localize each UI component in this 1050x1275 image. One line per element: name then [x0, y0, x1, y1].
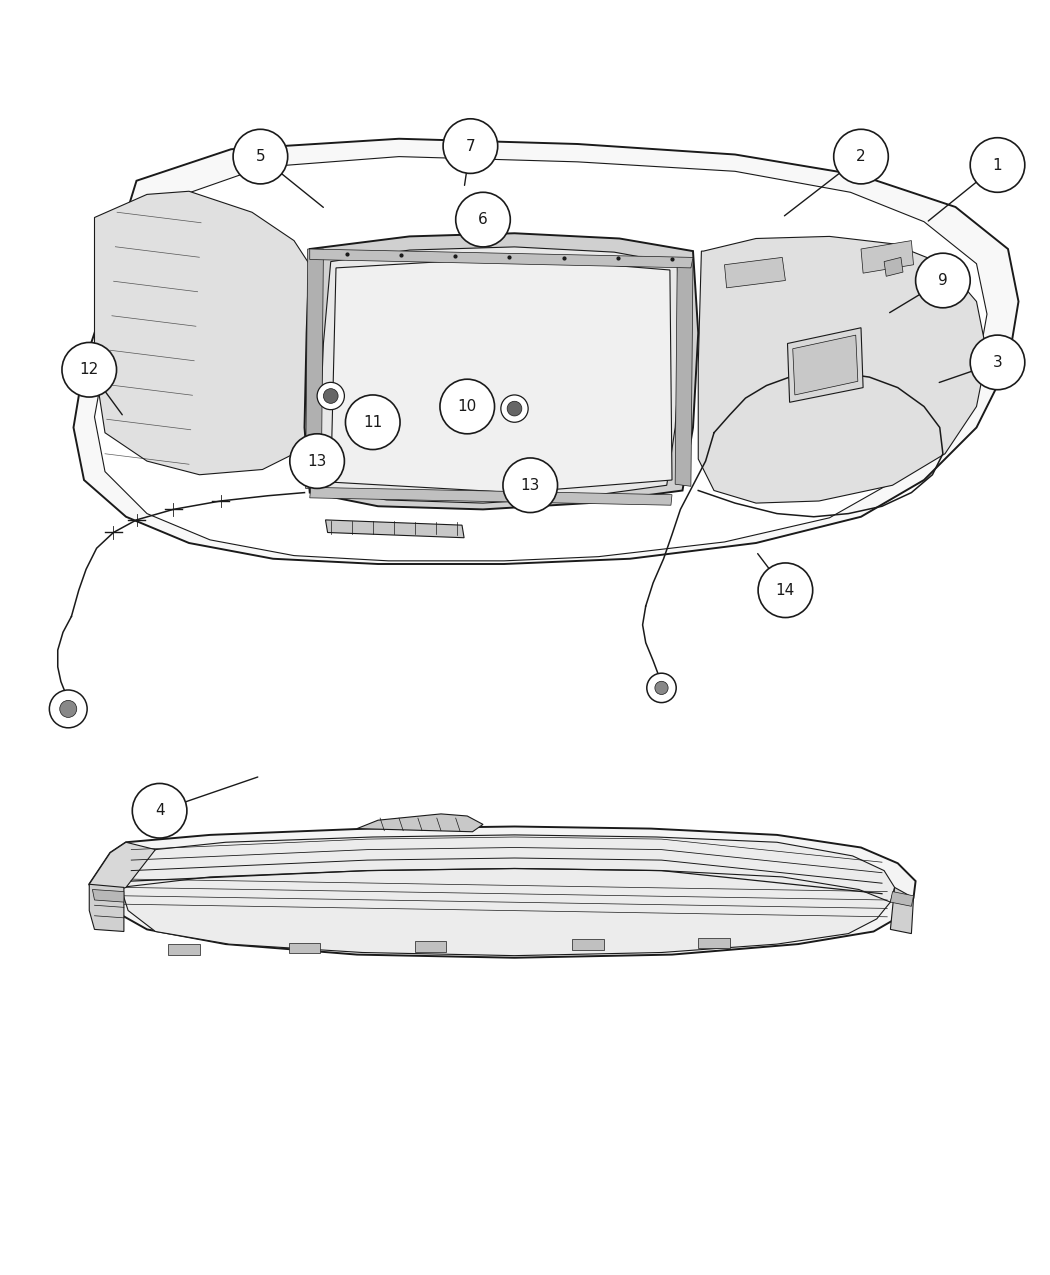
- Polygon shape: [890, 887, 914, 933]
- Text: 7: 7: [465, 139, 476, 153]
- Polygon shape: [89, 885, 124, 932]
- Polygon shape: [698, 937, 730, 949]
- Circle shape: [655, 681, 668, 695]
- Circle shape: [647, 673, 676, 703]
- Polygon shape: [861, 241, 914, 273]
- Polygon shape: [675, 258, 693, 486]
- Circle shape: [503, 458, 558, 513]
- Polygon shape: [310, 487, 672, 505]
- Polygon shape: [415, 941, 446, 951]
- Text: 13: 13: [521, 478, 540, 492]
- Text: 3: 3: [992, 354, 1003, 370]
- Circle shape: [443, 119, 498, 173]
- Text: 9: 9: [938, 273, 948, 288]
- Polygon shape: [304, 233, 698, 510]
- Text: 14: 14: [776, 583, 795, 598]
- Text: 6: 6: [478, 212, 488, 227]
- Circle shape: [345, 395, 400, 450]
- Polygon shape: [320, 247, 680, 504]
- Circle shape: [323, 389, 338, 403]
- Circle shape: [440, 379, 495, 434]
- Polygon shape: [74, 139, 1018, 564]
- Text: 12: 12: [80, 362, 99, 377]
- Polygon shape: [572, 940, 604, 950]
- Circle shape: [132, 783, 187, 838]
- Polygon shape: [884, 258, 903, 277]
- Text: 4: 4: [154, 803, 165, 819]
- Circle shape: [834, 129, 888, 184]
- Polygon shape: [94, 157, 987, 561]
- Circle shape: [758, 564, 813, 617]
- Circle shape: [916, 254, 970, 307]
- Text: 1: 1: [992, 158, 1003, 172]
- Circle shape: [233, 129, 288, 184]
- Polygon shape: [94, 191, 310, 474]
- Polygon shape: [121, 835, 895, 956]
- Text: 11: 11: [363, 414, 382, 430]
- Polygon shape: [89, 843, 155, 898]
- Polygon shape: [306, 249, 323, 488]
- Text: 10: 10: [458, 399, 477, 414]
- Circle shape: [501, 395, 528, 422]
- Polygon shape: [793, 335, 858, 395]
- Circle shape: [970, 335, 1025, 390]
- Circle shape: [62, 343, 117, 397]
- Polygon shape: [89, 826, 916, 958]
- Polygon shape: [168, 944, 200, 955]
- Circle shape: [49, 690, 87, 728]
- Polygon shape: [289, 942, 320, 954]
- Polygon shape: [724, 258, 785, 288]
- Circle shape: [507, 402, 522, 416]
- Polygon shape: [331, 258, 672, 492]
- Polygon shape: [788, 328, 863, 403]
- Text: 5: 5: [255, 149, 266, 164]
- Polygon shape: [698, 236, 987, 504]
- Polygon shape: [326, 520, 464, 538]
- Polygon shape: [890, 891, 914, 907]
- Polygon shape: [357, 813, 483, 831]
- Polygon shape: [310, 249, 693, 268]
- Text: 2: 2: [856, 149, 866, 164]
- Polygon shape: [92, 890, 124, 903]
- Circle shape: [317, 382, 344, 409]
- Circle shape: [456, 193, 510, 247]
- Text: 13: 13: [308, 454, 327, 469]
- Circle shape: [60, 700, 77, 718]
- Circle shape: [970, 138, 1025, 193]
- Circle shape: [290, 434, 344, 488]
